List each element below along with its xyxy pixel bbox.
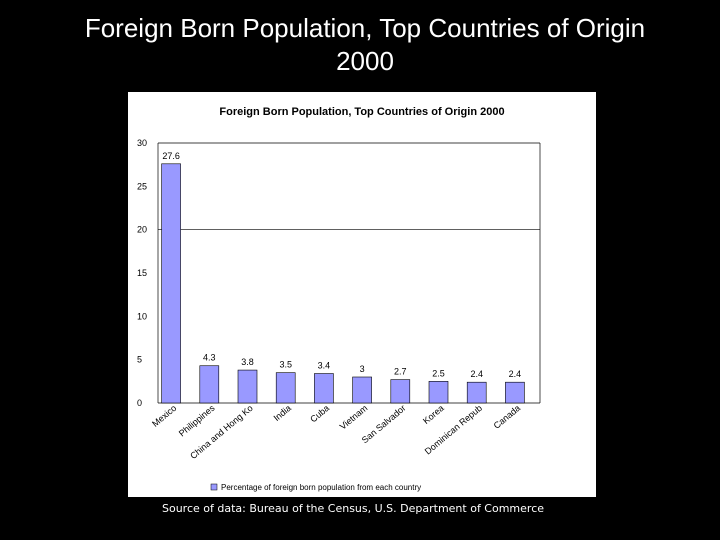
data-label: 2.4 <box>470 369 483 379</box>
bar <box>314 373 334 404</box>
legend-label: Percentage of foreign born population fr… <box>221 483 421 492</box>
data-label: 27.6 <box>162 151 180 161</box>
data-label: 2.4 <box>509 369 522 379</box>
y-tick-label: 30 <box>137 138 147 148</box>
gridlines <box>158 142 540 231</box>
data-label: 3.4 <box>318 361 331 371</box>
bar <box>237 369 258 404</box>
bars <box>161 163 525 404</box>
category-label: Cuba <box>308 403 331 424</box>
bar <box>505 381 525 404</box>
legend: Percentage of foreign born population fr… <box>210 483 421 492</box>
bar <box>161 163 181 404</box>
bar <box>428 381 449 404</box>
source-note: Source of data: Bureau of the Census, U.… <box>162 502 545 515</box>
data-label: 3.8 <box>241 357 254 367</box>
y-tick-label: 10 <box>137 311 147 321</box>
y-tick-label: 0 <box>137 398 142 408</box>
category-label: India <box>272 403 293 423</box>
y-tick-label: 25 <box>137 181 147 191</box>
y-tick-label: 5 <box>137 355 142 365</box>
bar <box>199 365 220 404</box>
bar <box>352 376 372 404</box>
y-tick-label: 15 <box>137 268 147 278</box>
data-label: 2.5 <box>432 368 445 378</box>
data-label: 4.3 <box>203 353 216 363</box>
category-label: Korea <box>421 403 446 426</box>
data-labels: 27.6 4.3 3.8 3.5 3.4 3 2.7 2.5 2.4 2.4 <box>162 151 521 379</box>
category-label: Vietnam <box>338 403 370 432</box>
bar-chart: Foreign Born Population, Top Countries o… <box>137 106 541 492</box>
legend-swatch <box>210 483 218 491</box>
category-label: Canada <box>492 403 523 431</box>
chart-title: Foreign Born Population, Top Countries o… <box>219 106 504 118</box>
bar <box>275 372 296 404</box>
category-label: Mexico <box>150 403 178 429</box>
slide-title: Foreign Born Population, Top Countries o… <box>84 13 646 76</box>
data-label: 3.5 <box>279 360 292 370</box>
data-label: 2.7 <box>394 367 407 377</box>
category-label: China and Hong Ko <box>188 403 255 461</box>
data-label: 3 <box>360 364 365 374</box>
axes: 0 5 10 15 20 25 30 <box>137 138 541 408</box>
bar <box>390 379 411 404</box>
y-tick-label: 20 <box>137 225 147 235</box>
bar <box>466 381 487 404</box>
chart-panel: Foreign Born Population, Top Countries o… <box>128 92 596 497</box>
